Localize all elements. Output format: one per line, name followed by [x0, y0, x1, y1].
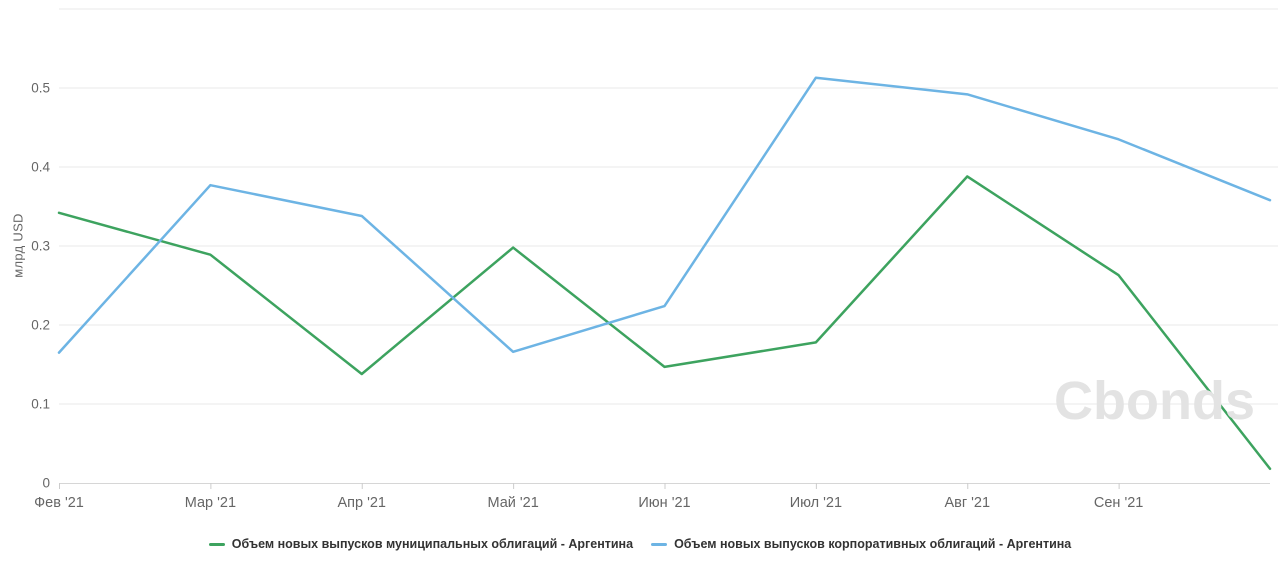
x-axis-tick-label: Мар '21 — [185, 495, 236, 511]
legend-item-municipal[interactable]: Объем новых выпусков муниципальных облиг… — [208, 537, 634, 551]
x-axis-tick-label: Июл '21 — [790, 495, 842, 511]
series-line-corporate — [57, 76, 1272, 354]
y-axis-tick-label: 0.2 — [31, 318, 50, 333]
legend-label-corporate: Объем новых выпусков корпоративных облиг… — [674, 537, 1072, 551]
x-axis-tick-label: Авг '21 — [944, 495, 990, 511]
x-axis-tick-label: Сен '21 — [1094, 495, 1143, 511]
cbonds-watermark-logo: Cbonds — [1054, 371, 1255, 431]
y-axis-title: млрд USD — [10, 213, 26, 278]
corporate-series-marker-icon — [651, 542, 668, 546]
y-axis-tick-label: 0.5 — [31, 81, 50, 96]
y-axis-tick-label: 0.1 — [31, 397, 50, 412]
x-axis-tick-label: Апр '21 — [337, 495, 386, 511]
y-axis-tick-label: 0.3 — [31, 239, 50, 254]
y-axis-tick-label: 0.4 — [31, 160, 50, 175]
plot-area: 0 0.1 0.2 0.3 0.4 0.5 Фев '21 Мар '21 Апр '21 Май… — [31, 8, 1278, 511]
x-axis-tick-label: Май '21 — [487, 495, 538, 511]
legend: Объем новых выпусков муниципальных облиг… — [0, 537, 1280, 551]
y-axis-tick-label: 0 — [42, 476, 50, 491]
municipal-series-marker-icon — [208, 542, 225, 546]
series-line-municipal — [57, 175, 1272, 471]
legend-label-municipal: Объем новых выпусков муниципальных облиг… — [231, 537, 634, 551]
x-axis-tick-label: Фев '21 — [34, 495, 84, 511]
legend-item-corporate[interactable]: Объем новых выпусков корпоративных облиг… — [651, 537, 1071, 551]
x-axis-tick-label: Июн '21 — [638, 495, 690, 511]
